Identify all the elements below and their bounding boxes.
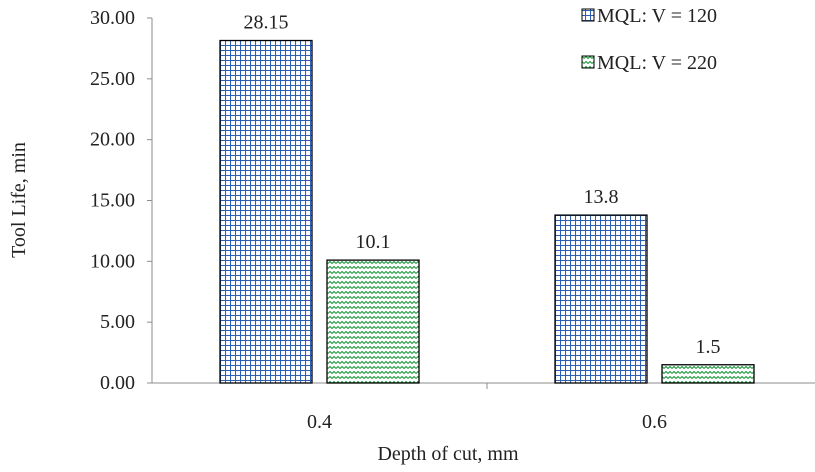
bar xyxy=(219,39,313,384)
y-tick-label: 30.00 xyxy=(90,7,135,29)
legend: MQL: V = 120 MQL: V = 220 xyxy=(581,5,717,74)
bar xyxy=(326,259,420,384)
x-tick-label: 0.6 xyxy=(642,411,667,433)
bar xyxy=(661,364,755,384)
y-tick-label: 0.00 xyxy=(100,372,135,394)
legend-label: MQL: V = 220 xyxy=(597,52,717,74)
legend-label: MQL: V = 120 xyxy=(597,5,717,27)
y-tick-label: 15.00 xyxy=(90,190,135,212)
y-axis: 0.00 5.00 10.00 15.00 20.00 25.00 30.00 xyxy=(90,7,153,394)
data-label: 28.15 xyxy=(244,12,289,34)
bars xyxy=(219,39,755,384)
bar xyxy=(554,214,648,384)
data-label: 10.1 xyxy=(356,231,391,253)
x-tick-label: 0.4 xyxy=(307,411,332,433)
x-axis-title: Depth of cut, mm xyxy=(377,443,519,465)
y-tick-label: 10.00 xyxy=(90,250,135,272)
x-tick-labels: 0.4 0.6 xyxy=(307,383,667,433)
data-label: 13.8 xyxy=(584,186,619,208)
data-labels: 28.15 10.1 13.8 1.5 xyxy=(244,12,721,358)
y-tick-label: 20.00 xyxy=(90,129,135,151)
y-tick-labels: 0.00 5.00 10.00 15.00 20.00 25.00 30.00 xyxy=(90,7,152,394)
y-tick-label: 25.00 xyxy=(90,68,135,90)
x-axis: 0.4 0.6 xyxy=(152,382,815,433)
data-label: 1.5 xyxy=(696,336,721,358)
legend-swatch xyxy=(581,8,595,22)
y-tick-label: 5.00 xyxy=(100,311,135,333)
y-axis-title: Tool Life, min xyxy=(8,142,30,258)
legend-swatch xyxy=(581,55,595,69)
